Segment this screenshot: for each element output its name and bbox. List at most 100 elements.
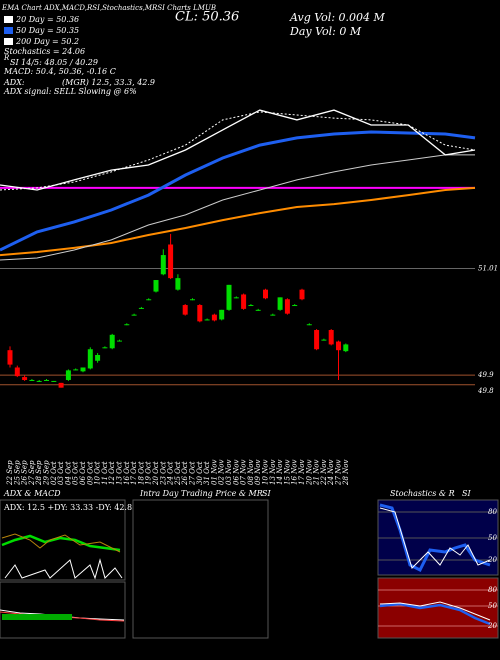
level-label: 20: [487, 556, 497, 564]
candle-body: [87, 349, 93, 369]
candle-body: [277, 297, 283, 310]
candle-body: [204, 319, 210, 321]
x-tick-label: 14 Nov: [276, 460, 284, 485]
x-tick-label: 22 Sep: [6, 460, 14, 486]
x-tick-label: 17 Nov: [298, 460, 306, 485]
x-tick-label: 10 Nov: [262, 460, 270, 485]
legend-swatch: [4, 38, 13, 45]
x-tick-label: 18 Oct: [137, 461, 145, 485]
candle-body: [131, 314, 137, 316]
legend-entry: 50 Day = 50.35: [16, 26, 79, 35]
x-tick-label: 08 Nov: [247, 460, 255, 485]
candle-body: [102, 347, 108, 349]
x-tick-label: 07 Nov: [240, 460, 248, 485]
x-tick-label: 12 Oct: [108, 461, 116, 485]
ema-line: [0, 111, 476, 191]
x-tick-label: 16 Oct: [123, 461, 131, 485]
adx-line: [1, 533, 121, 553]
level-label: 50: [488, 534, 497, 542]
candle-body: [328, 330, 334, 345]
x-tick-label: 28 Nov: [342, 460, 350, 486]
x-tick-label: 20 Nov: [305, 460, 313, 486]
candle-body: [80, 367, 86, 372]
candle-body: [14, 367, 20, 377]
legend-swatch: [4, 16, 13, 23]
candle-body: [58, 382, 64, 388]
x-tick-label: 04 Oct: [64, 461, 72, 485]
stoch-line: [379, 503, 491, 573]
candle-body: [336, 341, 341, 351]
candle-body: [190, 299, 195, 301]
candle-body: [109, 334, 115, 349]
x-tick-label: 02 Oct: [50, 461, 58, 485]
x-tick-label: 31 Oct: [203, 461, 211, 485]
level-label: 20: [487, 622, 497, 630]
x-tick-label: 16 Nov: [291, 460, 299, 485]
x-tick-label: 06 Oct: [79, 461, 87, 485]
site-title: EMA Chart ADX,MACD,RSI,Stochastics,MRSI …: [1, 4, 216, 12]
candle-body: [36, 380, 42, 382]
candle-body: [270, 314, 276, 316]
candle-body: [263, 289, 268, 299]
candle-body: [138, 307, 144, 309]
x-tick-label: 29 Sep: [43, 460, 51, 486]
candle-body: [146, 299, 152, 301]
candle-body: [153, 280, 159, 292]
x-tick-label: 09 Nov: [254, 460, 262, 485]
panel-title: Intra Day Trading Price & MR: [139, 489, 263, 498]
candle-body: [65, 370, 71, 380]
legend-entry: 200 Day = 50.2: [15, 37, 79, 46]
x-tick-label: 24 Nov: [327, 460, 335, 486]
close: CL: 50.36: [175, 10, 239, 25]
intraday-panel: [132, 499, 269, 639]
x-tick-label: 09 Oct: [86, 461, 94, 485]
ema-line: [0, 154, 475, 261]
x-tick-label: 19 Oct: [145, 461, 153, 485]
x-tick-label: 10 Oct: [94, 461, 102, 485]
stat: Stochastics = 24.06: [4, 47, 85, 56]
candle-body: [226, 284, 232, 310]
candle-body: [314, 330, 320, 350]
x-tick-label: 26 Oct: [181, 461, 189, 486]
adx-line: [1, 534, 121, 552]
panel-title: ADX & MACD: [3, 489, 61, 498]
candle-body: [175, 278, 181, 290]
candle-body: [182, 305, 188, 315]
x-tick-label: 11 Oct: [101, 461, 109, 485]
x-tick-label: 15 Nov: [283, 460, 291, 485]
adx-values: ADX: 12.5 +DY: 33.33 -DY: 42.8: [3, 503, 132, 512]
candle-body: [255, 309, 261, 311]
legend-swatch: [4, 27, 13, 34]
candle-body: [22, 377, 28, 380]
candle-body: [197, 305, 203, 322]
panel-title: SI: [462, 489, 471, 498]
x-tick-label: 25 Sep: [13, 460, 21, 486]
rsi-line: [379, 601, 491, 621]
x-tick-label: 01 Nov: [210, 460, 218, 485]
candle-body: [241, 294, 247, 309]
x-tick-label: 30 Oct: [196, 461, 204, 485]
x-tick-label: 28 Sep: [35, 460, 43, 486]
candle-body: [44, 379, 49, 381]
candle-body: [124, 324, 130, 326]
x-tick-label: 03 Nov: [225, 460, 233, 485]
stat: SI 14/5: 48.05 / 40.29: [10, 58, 98, 67]
ema-line: [0, 130, 476, 252]
stat: ADX signal: SELL Slowing @ 6%: [3, 87, 137, 96]
candle-body: [233, 297, 239, 299]
price-label: 49.9: [477, 371, 494, 379]
legend-entry: 20 Day = 50.36: [15, 15, 79, 24]
stat: MACD: 50.4, 50.36, -0.16 C: [3, 67, 116, 76]
x-tick-label: 22 Nov: [320, 460, 328, 486]
candle-body: [321, 339, 327, 341]
adx-strength: [4, 558, 123, 580]
rsi-line: [379, 602, 491, 626]
x-tick-label: 20 Oct: [152, 461, 160, 486]
x-tick-label: 03 Oct: [57, 461, 65, 485]
x-tick-label: 27 Oct: [189, 461, 197, 486]
x-tick-label: 06 Nov: [232, 460, 240, 485]
x-tick-label: 24 Oct: [167, 461, 175, 486]
candle-body: [160, 255, 166, 275]
candle-body: [219, 309, 225, 320]
